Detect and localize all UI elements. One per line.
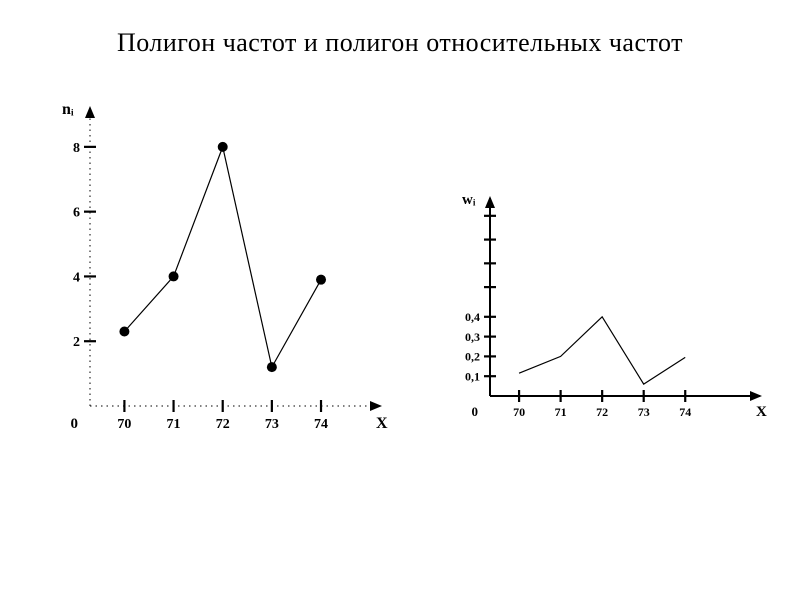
frequency-polygon-chart: 2 4 6 8 70 71 72 73 74 0 nᵢ X [40,88,400,448]
svg-text:0: 0 [71,416,79,432]
svg-text:74: 74 [679,405,691,419]
svg-text:wᵢ: wᵢ [462,192,476,208]
svg-text:X: X [756,404,767,420]
relative-frequency-polygon-chart: 0,1 0,2 0,3 0,4 70 71 72 73 74 0 wᵢ X [440,178,780,438]
svg-text:6: 6 [73,206,80,221]
svg-text:72: 72 [596,405,608,419]
svg-text:nᵢ: nᵢ [62,101,74,118]
svg-text:2: 2 [73,335,80,350]
svg-text:74: 74 [314,417,328,432]
svg-text:0,1: 0,1 [465,369,480,383]
svg-text:X: X [376,415,388,432]
svg-text:73: 73 [638,405,650,419]
svg-text:4: 4 [73,270,80,285]
svg-text:71: 71 [555,405,567,419]
charts-container: 2 4 6 8 70 71 72 73 74 0 nᵢ X 0,1 0,2 0,3 0,4 70 71 72 73 7… [0,58,800,558]
svg-text:70: 70 [513,405,525,419]
svg-text:70: 70 [117,417,131,432]
svg-text:72: 72 [216,417,230,432]
svg-text:0,3: 0,3 [465,330,480,344]
svg-text:0,2: 0,2 [465,350,480,364]
svg-text:0,4: 0,4 [465,310,480,324]
svg-text:0: 0 [472,404,479,419]
svg-text:71: 71 [167,417,181,432]
page-title: Полигон частот и полигон относительных ч… [0,0,800,58]
svg-text:73: 73 [265,417,279,432]
svg-text:8: 8 [73,141,80,156]
